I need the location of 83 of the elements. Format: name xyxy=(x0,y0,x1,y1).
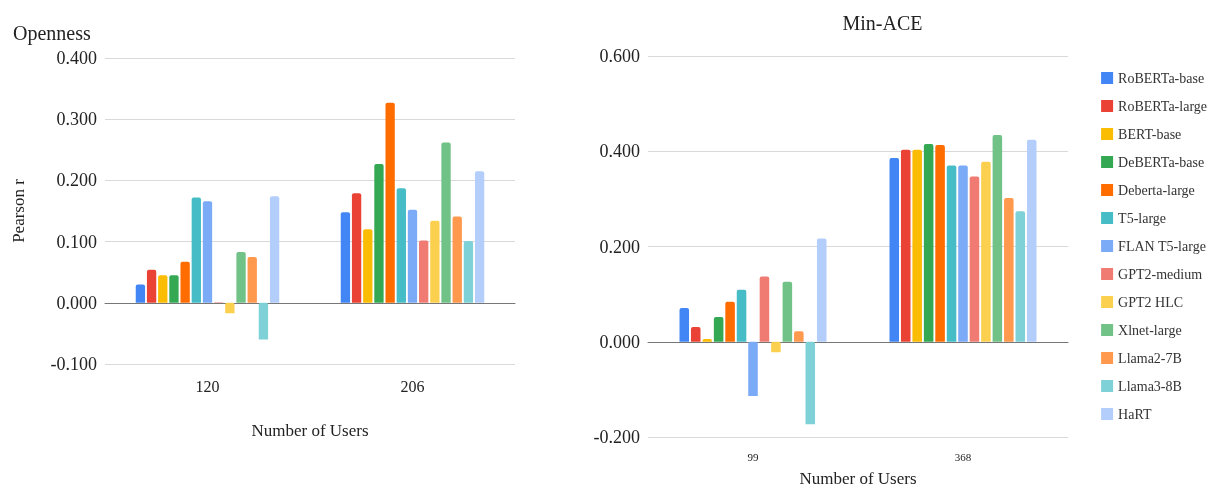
bar xyxy=(992,135,1003,342)
bar xyxy=(771,341,781,353)
bar xyxy=(946,165,957,342)
y-tick-label: 0.600 xyxy=(599,46,640,66)
x-tick-label: 368 xyxy=(954,450,972,463)
legend-label: RoBERTa-large xyxy=(1118,98,1207,114)
bar xyxy=(225,302,235,314)
bar xyxy=(713,316,724,342)
bar xyxy=(135,284,146,303)
bar xyxy=(463,240,474,303)
legend-label: Deberta-large xyxy=(1118,182,1195,198)
y-tick-label: 0.000 xyxy=(599,331,640,352)
bar xyxy=(351,193,362,303)
bar xyxy=(782,281,793,342)
bar xyxy=(407,209,418,303)
y-axis-title: Pearson r xyxy=(9,178,28,243)
y-tick-label: 0.400 xyxy=(599,141,640,162)
legend-label: BERT-base xyxy=(1118,126,1182,142)
bar xyxy=(912,149,922,342)
y-tick-label: 0.300 xyxy=(56,109,97,130)
bar xyxy=(474,171,485,303)
bar xyxy=(1026,139,1037,342)
y-tick-label: 0.200 xyxy=(599,236,640,257)
bar xyxy=(441,142,451,303)
legend-label: RoBERTa-base xyxy=(1118,70,1205,86)
bar xyxy=(340,212,351,303)
x-tick-label: 206 xyxy=(400,377,425,395)
bar xyxy=(385,102,395,303)
y-tick-label: 0.400 xyxy=(56,48,97,68)
bar xyxy=(805,341,816,425)
chart-title: Min-ACE xyxy=(842,12,923,34)
bar xyxy=(1004,197,1014,342)
bar xyxy=(969,176,980,342)
legend-label: Llama2-7B xyxy=(1118,350,1182,366)
bar xyxy=(900,149,911,342)
bar xyxy=(748,341,758,397)
bar xyxy=(923,144,934,342)
bar xyxy=(180,261,190,303)
bar xyxy=(679,307,690,342)
bar xyxy=(158,275,168,303)
legend-label: Llama3-8B xyxy=(1118,378,1182,394)
legend-label: DeBERTa-base xyxy=(1118,154,1205,170)
legend-label: Xlnet-large xyxy=(1118,322,1182,338)
x-tick-label: 120 xyxy=(195,377,220,395)
bar xyxy=(889,157,900,342)
bar xyxy=(202,201,213,303)
bar xyxy=(191,197,201,303)
x-axis-title: Number of Users xyxy=(799,469,917,488)
y-tick-label: 0.200 xyxy=(56,170,97,191)
y-tick-label: 0.100 xyxy=(56,231,97,252)
bar xyxy=(258,302,269,340)
bar xyxy=(736,289,747,342)
bar xyxy=(363,229,373,303)
legend-label: GPT2-medium xyxy=(1118,266,1203,282)
legend-label: HaRT xyxy=(1118,406,1152,422)
bar xyxy=(269,196,280,303)
bar xyxy=(247,256,257,303)
bar xyxy=(419,240,429,303)
legend-label: T5-large xyxy=(1118,210,1167,226)
y-tick-label: -0.200 xyxy=(593,427,640,447)
x-axis-title: Number of Users xyxy=(251,421,369,440)
bar xyxy=(794,331,804,342)
bar xyxy=(169,275,179,303)
y-tick-label: 0.000 xyxy=(56,292,97,313)
bar xyxy=(1015,211,1026,342)
legend-label: GPT2 HLC xyxy=(1118,294,1184,310)
bar xyxy=(725,301,735,342)
bar xyxy=(236,252,246,303)
bar xyxy=(374,163,384,303)
bar xyxy=(981,161,991,342)
bar xyxy=(958,165,968,342)
x-tick-label: 99 xyxy=(747,450,759,463)
bar xyxy=(396,188,406,303)
bar xyxy=(146,269,157,303)
bar xyxy=(935,145,945,342)
chart-title: Openness xyxy=(13,22,91,45)
legend-label: FLAN T5-large xyxy=(1118,238,1206,254)
bar xyxy=(690,326,701,342)
bar xyxy=(816,238,827,342)
bar xyxy=(452,216,462,303)
bar xyxy=(430,220,440,303)
y-tick-label: -0.100 xyxy=(50,354,97,374)
bar xyxy=(759,276,770,342)
